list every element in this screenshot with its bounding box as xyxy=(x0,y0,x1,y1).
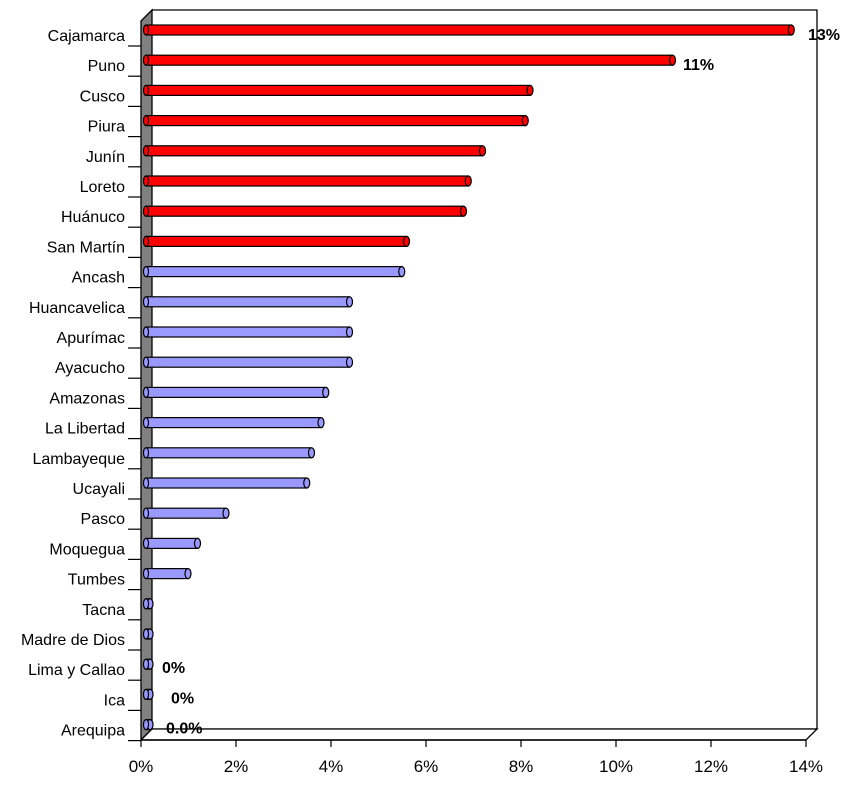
bar-piura xyxy=(142,114,529,127)
bar-tacna xyxy=(142,598,154,610)
x-tick-label: 4% xyxy=(319,757,344,776)
bar-arequipa xyxy=(142,718,154,731)
data-labels: 13% 11% 0% 0% 0.0% xyxy=(162,27,840,738)
bar-lambayeque xyxy=(142,447,316,459)
category-label-arequipa: Arequipa xyxy=(61,723,125,740)
bar-tumbes xyxy=(142,567,192,580)
category-label-puno: Puno xyxy=(88,58,125,75)
bar-ancash xyxy=(142,266,406,278)
category-label-huancavelica: Huancavelica xyxy=(29,300,125,317)
bar-moquegua xyxy=(142,537,202,550)
bar-pasco xyxy=(142,507,230,519)
bar-loreto xyxy=(142,175,472,187)
category-label-amazonas: Amazonas xyxy=(49,390,125,407)
bar-junin xyxy=(142,145,487,157)
category-label-lima-y-callao: Lima y Callao xyxy=(28,662,125,679)
category-label-ancash: Ancash xyxy=(72,270,125,287)
category-label-cusco: Cusco xyxy=(80,88,125,105)
x-tick-label: 10% xyxy=(599,757,633,776)
data-label-ica: 0% xyxy=(171,690,194,707)
category-label-madre-de-dios: Madre de Dios xyxy=(21,632,125,649)
bar-cajamarca xyxy=(142,24,795,36)
x-tick-label: 2% xyxy=(224,757,249,776)
bar-cusco xyxy=(142,84,534,97)
category-labels: Cajamarca Puno Cusco Piura Junín Loreto Huánuc… xyxy=(21,28,141,742)
bar-ayacucho xyxy=(142,356,354,368)
category-label-junin: Junín xyxy=(86,149,125,166)
category-label-moquegua: Moquegua xyxy=(49,541,125,558)
bar-huanuco xyxy=(142,205,468,217)
x-tick-label: 8% xyxy=(509,757,534,776)
data-label-lima-y-callao: 0% xyxy=(162,660,185,677)
x-tick-label: 14% xyxy=(789,757,823,776)
floor xyxy=(139,728,819,741)
bar-amazonas xyxy=(142,386,330,398)
category-label-cajamarca: Cajamarca xyxy=(48,28,125,45)
bar-madre-de-dios xyxy=(142,628,154,640)
category-label-tacna: Tacna xyxy=(82,602,125,619)
bar-huancavelica xyxy=(142,296,354,308)
x-tick-label: 12% xyxy=(694,757,728,776)
category-label-apurimac: Apurímac xyxy=(57,330,125,347)
bar-lima-y-callao xyxy=(142,658,154,670)
x-tick-label: 6% xyxy=(414,757,439,776)
bar-ica xyxy=(142,688,154,701)
category-label-san-martin: San Martín xyxy=(47,239,125,256)
category-label-la-libertad: La Libertad xyxy=(45,421,125,438)
category-label-huanuco: Huánuco xyxy=(61,209,125,226)
bar-puno xyxy=(142,54,677,66)
bar-apurimac xyxy=(142,326,354,338)
category-label-tumbes: Tumbes xyxy=(68,572,125,589)
category-label-ucayali: Ucayali xyxy=(73,481,125,498)
category-label-ica: Ica xyxy=(104,692,125,709)
category-label-piura: Piura xyxy=(88,119,125,136)
bars xyxy=(142,24,795,731)
category-label-lambayeque: Lambayeque xyxy=(32,451,125,468)
category-label-loreto: Loreto xyxy=(80,179,125,196)
x-axis-ticks: 0% 2% 4% 6% 8% 10% 12% 14% xyxy=(129,740,823,776)
data-label-puno: 11% xyxy=(683,57,714,74)
bar-san-martin xyxy=(142,235,411,247)
data-label-cajamarca: 13% xyxy=(808,27,840,44)
data-label-arequipa: 0.0% xyxy=(166,721,202,738)
bar-ucayali xyxy=(142,477,311,489)
category-label-pasco: Pasco xyxy=(81,511,126,528)
x-tick-label: 0% xyxy=(129,757,154,776)
plot-frame xyxy=(139,8,819,742)
bar-la-libertad xyxy=(142,417,325,429)
category-label-ayacucho: Ayacucho xyxy=(55,360,125,377)
